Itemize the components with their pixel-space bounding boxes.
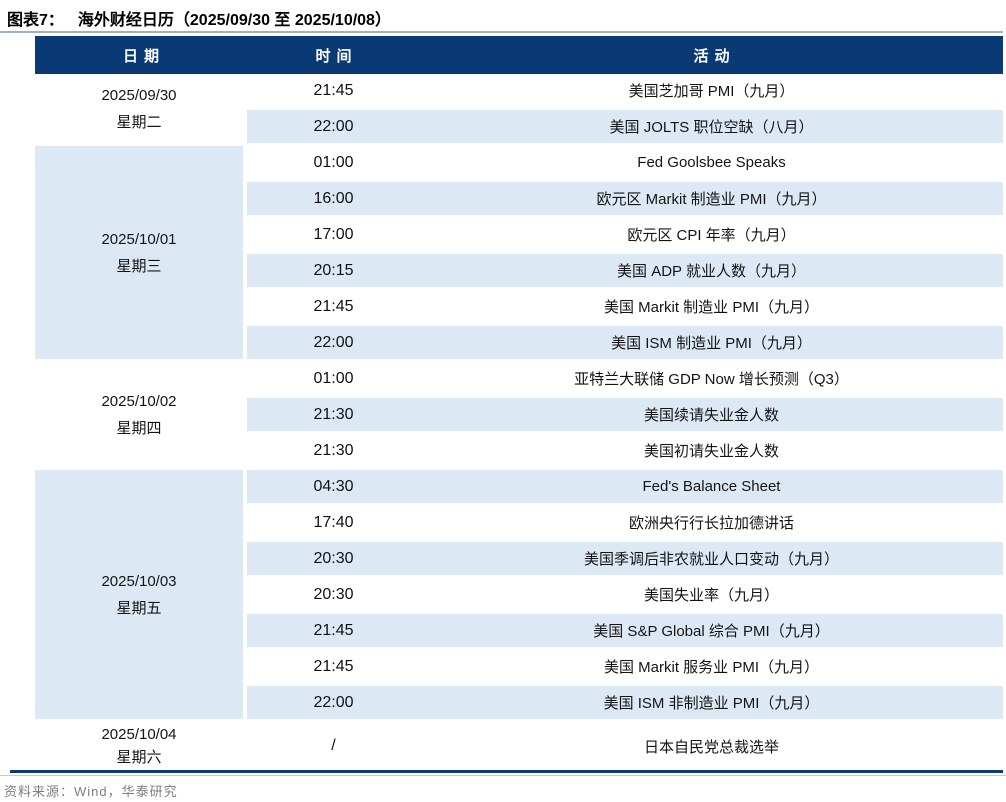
time-cell: 22:00	[247, 110, 420, 146]
date-label: 2025/10/04	[101, 726, 177, 743]
table-row: 16:00 欧元区 Markit 制造业 PMI（九月）	[35, 182, 1003, 218]
time-cell: 16:00	[247, 182, 420, 218]
time-cell: 21:45	[247, 290, 420, 326]
activity-cell: 美国 S&P Global 综合 PMI（九月）	[420, 614, 1003, 650]
source-note: 资料来源：Wind，华泰研究	[4, 784, 178, 799]
time-cell: 17:00	[247, 218, 420, 254]
date-cell: 2025/10/01 星期三	[35, 146, 247, 362]
time-cell: 21:45	[247, 650, 420, 686]
weekday-label: 星期二	[116, 113, 162, 131]
time-cell: 20:15	[247, 254, 420, 290]
activity-cell: 亚特兰大联储 GDP Now 增长预测（Q3）	[420, 362, 1003, 398]
table-row: 2025/10/03 星期五 04:30 Fed's Balance Sheet	[35, 470, 1003, 722]
activity-cell: 日本自民党总裁选举	[420, 722, 1003, 770]
table-row: 17:00 欧元区 CPI 年率（九月）	[35, 218, 1003, 254]
table-row: 22:00 美国 JOLTS 职位空缺（八月）	[35, 110, 1003, 146]
header-row: 日期 时间 活动	[35, 36, 1003, 74]
activity-cell: 欧洲央行行长拉加德讲话	[420, 506, 1003, 542]
table-row: 2025/10/02 星期四 01:00 亚特兰大联储 GDP Now 增长预测…	[35, 362, 1003, 470]
weekday-label: 星期三	[116, 257, 162, 275]
table-row: 2025/09/30 星期二 21:45 美国芝加哥 PMI（九月）	[35, 74, 1003, 146]
date-label: 2025/10/03	[101, 572, 177, 590]
date-cell: 2025/10/02 星期四	[35, 362, 247, 470]
table-row: 22:00 美国 ISM 非制造业 PMI（九月）	[35, 686, 1003, 722]
column-header-activity: 活动	[420, 36, 1003, 74]
time-cell: 22:00	[247, 686, 420, 722]
time-cell: 21:30	[247, 398, 420, 434]
time-cell: /	[247, 722, 420, 770]
activity-cell: 美国季调后非农就业人口变动（九月）	[420, 542, 1003, 578]
time-cell: 01:00	[247, 146, 420, 182]
table-row: 17:40 欧洲央行行长拉加德讲话	[35, 506, 1003, 542]
table-row: 20:15 美国 ADP 就业人数（九月）	[35, 254, 1003, 290]
weekday-label: 星期六	[116, 749, 162, 766]
date-label: 2025/10/02	[101, 392, 177, 410]
table-row: 21:45 美国 Markit 服务业 PMI（九月）	[35, 650, 1003, 686]
figure-number: 图表7：	[7, 12, 64, 29]
page-divider	[0, 775, 1006, 776]
date-cell: 2025/09/30 星期二	[35, 74, 247, 146]
weekday-label: 星期五	[116, 599, 162, 617]
time-cell: 04:30	[247, 470, 420, 506]
activity-cell: 欧元区 Markit 制造业 PMI（九月）	[420, 182, 1003, 218]
table-row: 22:00 美国 ISM 制造业 PMI（九月）	[35, 326, 1003, 362]
activity-cell: 美国 JOLTS 职位空缺（八月）	[420, 110, 1003, 146]
time-cell: 21:45	[247, 614, 420, 650]
activity-cell: 美国失业率（九月）	[420, 578, 1003, 614]
table-bottom-rule	[10, 770, 1003, 773]
activity-cell: Fed Goolsbee Speaks	[420, 146, 1003, 182]
column-header-time: 时间	[247, 36, 420, 74]
calendar-table: 日期 时间 活动 2025/09/30 星期二 21:45 美国芝加哥 PMI（…	[35, 36, 1003, 770]
time-cell: 01:00	[247, 362, 420, 398]
table-row: 21:30 美国续请失业金人数	[35, 398, 1003, 434]
activity-cell: 美国续请失业金人数	[420, 398, 1003, 434]
activity-cell: 美国 Markit 制造业 PMI（九月）	[420, 290, 1003, 326]
table-row: 2025/10/01 星期三 01:00 Fed Goolsbee Speaks	[35, 146, 1003, 362]
title-divider	[0, 31, 1003, 33]
activity-cell: 美国 ISM 非制造业 PMI（九月）	[420, 686, 1003, 722]
activity-cell: 美国 Markit 服务业 PMI（九月）	[420, 650, 1003, 686]
figure-title: 图表7： 海外财经日历（2025/09/30 至 2025/10/08）	[7, 6, 391, 30]
activity-cell: 美国 ISM 制造业 PMI（九月）	[420, 326, 1003, 362]
activity-cell: 美国芝加哥 PMI（九月）	[420, 74, 1003, 110]
activity-cell: Fed's Balance Sheet	[420, 470, 1003, 506]
table-row: 21:45 美国 Markit 制造业 PMI（九月）	[35, 290, 1003, 326]
weekday-label: 星期四	[116, 419, 162, 437]
table-row: 2025/10/04 星期六 / 日本自民党总裁选举	[35, 722, 1003, 770]
column-header-date: 日期	[35, 36, 247, 74]
calendar-table-container: 日期 时间 活动 2025/09/30 星期二 21:45 美国芝加哥 PMI（…	[35, 36, 1003, 770]
date-label: 2025/10/01	[101, 230, 177, 248]
table-row: 21:45 美国 S&P Global 综合 PMI（九月）	[35, 614, 1003, 650]
time-cell: 21:30	[247, 434, 420, 470]
time-cell: 20:30	[247, 542, 420, 578]
time-cell: 21:45	[247, 74, 420, 110]
time-cell: 22:00	[247, 326, 420, 362]
activity-cell: 美国 ADP 就业人数（九月）	[420, 254, 1003, 290]
activity-cell: 美国初请失业金人数	[420, 434, 1003, 470]
date-label: 2025/09/30	[101, 86, 177, 104]
activity-cell: 欧元区 CPI 年率（九月）	[420, 218, 1003, 254]
table-row: 20:30 美国季调后非农就业人口变动（九月）	[35, 542, 1003, 578]
table-row: 20:30 美国失业率（九月）	[35, 578, 1003, 614]
figure-title-text: 海外财经日历（2025/09/30 至 2025/10/08）	[77, 12, 391, 29]
date-cell: 2025/10/03 星期五	[35, 470, 247, 722]
time-cell: 17:40	[247, 506, 420, 542]
table-row: 21:30 美国初请失业金人数	[35, 434, 1003, 470]
date-cell: 2025/10/04 星期六	[35, 722, 247, 770]
time-cell: 20:30	[247, 578, 420, 614]
